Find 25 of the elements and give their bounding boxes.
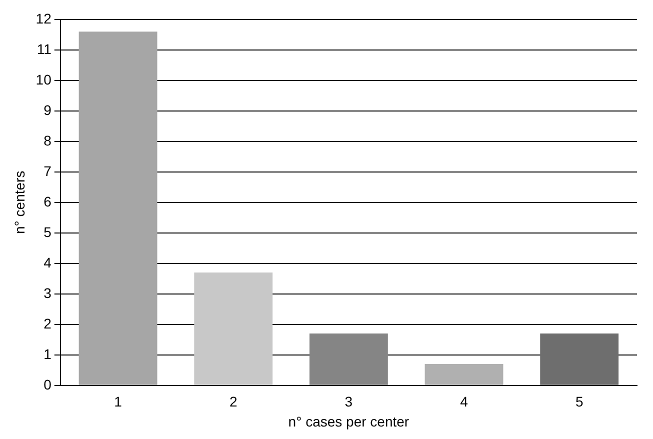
- y-tick-label: 2: [44, 315, 52, 332]
- y-tick-label: 10: [36, 71, 52, 88]
- y-tick-label: 1: [44, 346, 52, 362]
- y-tick-label: 11: [36, 40, 52, 57]
- y-axis-title: n° centers: [11, 170, 28, 234]
- y-tick-label: 9: [44, 102, 52, 118]
- y-tick-label: 0: [44, 376, 52, 392]
- bar: [194, 272, 273, 385]
- bar: [309, 334, 388, 385]
- y-tick-label: 4: [44, 254, 52, 270]
- y-tick-label: 6: [44, 193, 52, 210]
- bar: [78, 32, 158, 385]
- x-tick-label: 2: [229, 394, 238, 410]
- x-tick-label: 3: [344, 394, 353, 410]
- bar: [424, 364, 504, 385]
- y-tick-label: 8: [44, 132, 52, 148]
- x-tick-label: 1: [114, 394, 122, 410]
- y-tick-label: 7: [44, 162, 52, 179]
- x-tick-label: 4: [460, 394, 468, 410]
- y-tick-label: 12: [36, 10, 52, 26]
- x-axis-title: n° cases per center: [288, 413, 410, 430]
- y-tick-label: 3: [44, 284, 52, 301]
- y-tick-label: 5: [44, 224, 52, 240]
- bar: [540, 334, 619, 385]
- x-tick-label: 5: [575, 394, 584, 410]
